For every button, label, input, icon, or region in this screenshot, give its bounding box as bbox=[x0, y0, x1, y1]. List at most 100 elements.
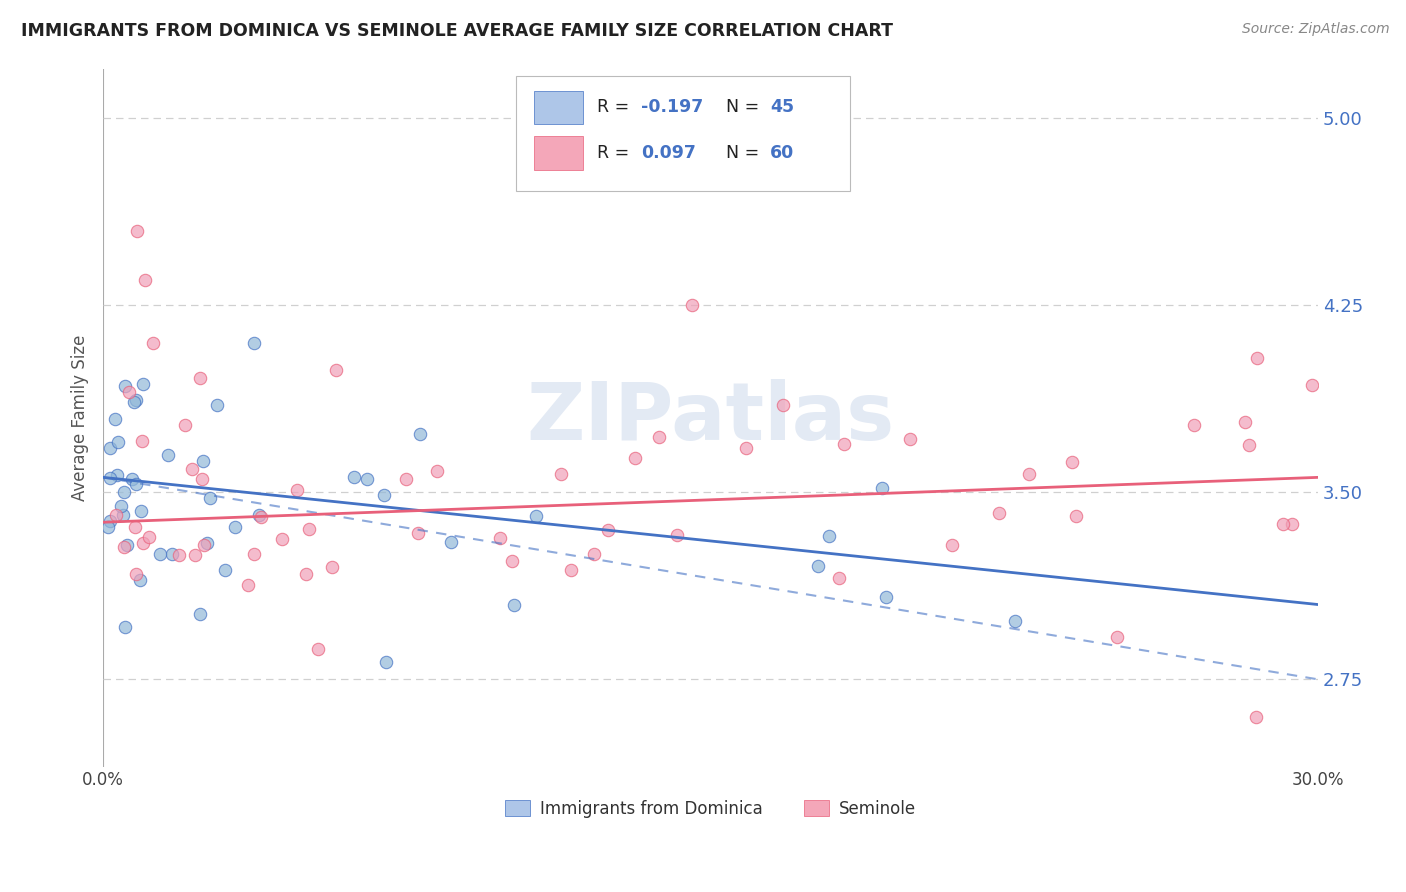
Point bbox=[107, 435, 129, 450]
Point bbox=[193, 454, 215, 468]
Point bbox=[104, 412, 127, 426]
Point bbox=[134, 273, 156, 287]
Point bbox=[138, 530, 160, 544]
Point bbox=[409, 426, 432, 441]
Text: R =: R = bbox=[598, 144, 636, 162]
Point bbox=[127, 223, 149, 237]
Point bbox=[308, 641, 330, 656]
Point bbox=[1233, 415, 1256, 429]
Point bbox=[112, 508, 135, 522]
Point bbox=[167, 548, 190, 562]
Point bbox=[1018, 467, 1040, 481]
Point bbox=[129, 573, 152, 587]
Point bbox=[648, 430, 671, 444]
Point bbox=[596, 523, 619, 537]
Point bbox=[160, 547, 183, 561]
Point bbox=[426, 464, 449, 478]
Point bbox=[131, 434, 153, 449]
Point bbox=[98, 471, 121, 485]
Point bbox=[373, 488, 395, 502]
Point bbox=[129, 503, 152, 517]
Point bbox=[325, 363, 347, 377]
Point bbox=[828, 571, 851, 585]
Point bbox=[114, 620, 136, 634]
Point bbox=[236, 578, 259, 592]
Point bbox=[406, 525, 429, 540]
Text: 0.097: 0.097 bbox=[641, 144, 696, 162]
Point bbox=[988, 506, 1011, 520]
Point bbox=[124, 392, 146, 407]
Point bbox=[832, 437, 855, 451]
Point bbox=[941, 537, 963, 551]
Point bbox=[124, 520, 146, 534]
Point bbox=[122, 395, 145, 409]
Point bbox=[1271, 517, 1294, 532]
Text: 60: 60 bbox=[770, 144, 794, 162]
Point bbox=[184, 549, 207, 563]
Point bbox=[190, 472, 212, 486]
Point bbox=[115, 538, 138, 552]
Point bbox=[98, 441, 121, 455]
Point bbox=[242, 547, 264, 561]
Point bbox=[550, 467, 572, 481]
Point bbox=[501, 554, 523, 568]
Point bbox=[623, 450, 645, 465]
Point bbox=[807, 559, 830, 574]
Point bbox=[132, 377, 155, 392]
Point bbox=[105, 467, 128, 482]
Text: Source: ZipAtlas.com: Source: ZipAtlas.com bbox=[1241, 22, 1389, 37]
Point bbox=[666, 527, 689, 541]
Point bbox=[898, 432, 921, 446]
Point bbox=[285, 483, 308, 497]
Point bbox=[112, 485, 135, 500]
Point bbox=[356, 472, 378, 486]
Point bbox=[818, 529, 841, 543]
Point bbox=[321, 559, 343, 574]
Legend: Immigrants from Dominica, Seminole: Immigrants from Dominica, Seminole bbox=[498, 793, 922, 824]
Y-axis label: Average Family Size: Average Family Size bbox=[72, 334, 89, 500]
Point bbox=[104, 508, 127, 522]
Text: -0.197: -0.197 bbox=[641, 98, 703, 116]
Point bbox=[181, 462, 204, 476]
Text: N =: N = bbox=[727, 98, 765, 116]
Point bbox=[489, 531, 512, 545]
Point bbox=[1105, 631, 1128, 645]
Point bbox=[243, 335, 266, 350]
Point bbox=[174, 417, 197, 432]
Point bbox=[1182, 418, 1205, 433]
Point bbox=[195, 536, 218, 550]
Point bbox=[149, 547, 172, 561]
Point bbox=[560, 563, 582, 577]
Point bbox=[247, 508, 270, 523]
FancyBboxPatch shape bbox=[516, 76, 851, 191]
Point bbox=[1301, 377, 1323, 392]
Point bbox=[114, 379, 136, 393]
Point bbox=[582, 548, 605, 562]
Point bbox=[118, 385, 141, 400]
Point bbox=[872, 481, 894, 495]
Point bbox=[110, 499, 132, 513]
Point bbox=[735, 441, 758, 455]
Point bbox=[98, 514, 121, 528]
Point bbox=[1246, 351, 1268, 365]
Point bbox=[682, 298, 704, 312]
Text: R =: R = bbox=[598, 98, 636, 116]
Point bbox=[131, 536, 153, 550]
Point bbox=[190, 607, 212, 621]
Point bbox=[1060, 455, 1083, 469]
Point bbox=[249, 509, 271, 524]
Point bbox=[439, 534, 461, 549]
Point bbox=[1244, 709, 1267, 723]
Point bbox=[121, 472, 143, 486]
Point bbox=[1237, 438, 1260, 452]
Point bbox=[125, 477, 148, 491]
Point bbox=[124, 567, 146, 582]
Point bbox=[193, 538, 215, 552]
Text: IMMIGRANTS FROM DOMINICA VS SEMINOLE AVERAGE FAMILY SIZE CORRELATION CHART: IMMIGRANTS FROM DOMINICA VS SEMINOLE AVE… bbox=[21, 22, 893, 40]
Point bbox=[294, 567, 316, 582]
Point bbox=[1004, 614, 1026, 628]
Point bbox=[1066, 509, 1088, 524]
Point bbox=[875, 590, 897, 604]
FancyBboxPatch shape bbox=[534, 91, 583, 124]
Point bbox=[205, 398, 228, 412]
